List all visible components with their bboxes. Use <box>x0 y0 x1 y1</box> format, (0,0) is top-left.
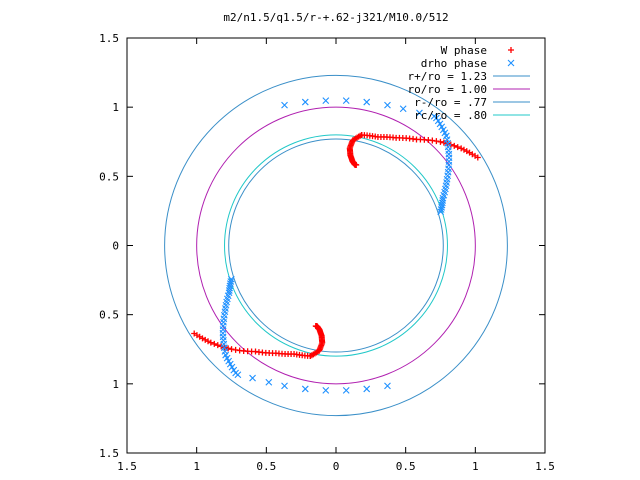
drho-phase-point <box>437 208 445 216</box>
data-points <box>191 47 515 394</box>
drho-phase-point <box>281 382 288 390</box>
x-tick-label: 0.5 <box>256 460 276 473</box>
drho-phase-point <box>227 275 235 283</box>
drho-phase-point <box>430 112 438 120</box>
y-tick-label: 0 <box>112 240 119 253</box>
drho-phase-point <box>265 378 273 386</box>
w-phase-point <box>211 340 218 347</box>
legend-label: W phase <box>441 44 487 57</box>
x-tick-label: 1 <box>472 460 479 473</box>
drho-phase-point <box>399 105 407 113</box>
drho-phase-point <box>281 101 288 109</box>
drho-phase-point <box>322 387 330 394</box>
w-phase-point <box>232 346 239 353</box>
drho-phase-point <box>437 206 445 213</box>
drho-phase-point <box>234 371 242 379</box>
y-tick-label: 1.5 <box>99 447 119 460</box>
w-phase-point <box>191 330 198 337</box>
x-tick-label: 1.5 <box>535 460 555 473</box>
axis-ticks: 1.5 1 0.5 0 0.5 1 1.51.510.500.511.5 <box>99 32 555 473</box>
drho-phase-point <box>363 385 371 393</box>
drho-phase-point <box>416 109 423 117</box>
w-phase-point <box>458 145 465 152</box>
circle-r-minus <box>228 138 444 353</box>
w-phase-point <box>312 323 319 330</box>
w-phase-point <box>225 345 232 352</box>
w-phase-point <box>451 142 458 149</box>
w-phase-point <box>228 346 235 353</box>
drho-phase-point <box>301 385 309 393</box>
drho-phase-point <box>227 278 235 285</box>
chart-title: m2/n1.5/q1.5/r-+.62-j321/M10.0/512 <box>223 11 448 24</box>
y-tick-label: 1.5 <box>99 32 119 45</box>
x-tick-label: 1 <box>193 460 200 473</box>
w-phase-point <box>474 154 481 161</box>
legend-label: drho phase <box>421 57 487 70</box>
y-tick-label: 0.5 <box>99 309 119 322</box>
drho-phase-point <box>363 98 371 106</box>
y-tick-label: 0.5 <box>99 170 119 183</box>
y-tick-label: 1 <box>112 378 119 391</box>
y-tick-label: 1 <box>112 101 119 114</box>
drho-phase-point <box>301 98 309 106</box>
x-tick-label: 1.5 <box>117 460 137 473</box>
w-phase-point <box>437 138 444 145</box>
circle-ro <box>196 106 476 385</box>
drho-phase-point <box>384 101 391 109</box>
legend-label: r+/ro = 1.23 <box>408 70 487 83</box>
drho-phase-point <box>249 374 256 382</box>
reference-circles <box>164 74 508 417</box>
drho-phase-point <box>342 97 350 104</box>
w-phase-point <box>454 144 461 151</box>
drho-phase-point <box>507 59 515 67</box>
w-phase-point <box>205 338 212 345</box>
w-phase-point <box>214 342 221 349</box>
w-phase-point <box>353 161 360 168</box>
w-phase-point <box>207 339 214 346</box>
drho-phase-point <box>384 382 391 390</box>
circle-r-plus <box>164 74 508 417</box>
legend-label: ro/ro = 1.00 <box>408 83 487 96</box>
w-phase-point <box>440 139 447 146</box>
legend-label: rc/ro = .80 <box>414 109 487 122</box>
x-tick-label: 0.5 <box>396 460 416 473</box>
w-phase-point <box>460 146 467 153</box>
w-phase-point <box>433 138 440 145</box>
circle-rc <box>224 134 448 357</box>
drho-phase-point <box>342 387 350 394</box>
x-tick-label: 0 <box>333 460 340 473</box>
drho-phase-point <box>322 97 330 104</box>
legend-label: r-/ro = .77 <box>414 96 487 109</box>
w-phase-point <box>508 47 514 53</box>
